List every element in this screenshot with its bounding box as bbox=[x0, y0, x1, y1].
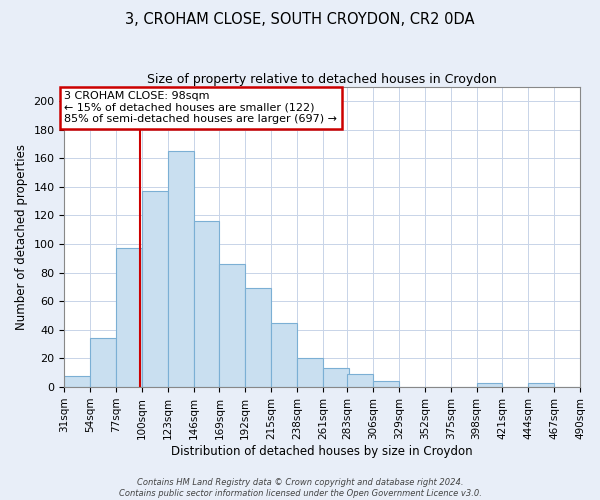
Bar bbox=[373, 382, 399, 387]
Bar bbox=[529, 383, 554, 387]
Bar bbox=[476, 383, 502, 387]
Bar bbox=[168, 151, 194, 387]
Bar bbox=[116, 248, 142, 387]
Bar bbox=[271, 322, 297, 387]
Text: Contains HM Land Registry data © Crown copyright and database right 2024.
Contai: Contains HM Land Registry data © Crown c… bbox=[119, 478, 481, 498]
Bar bbox=[142, 191, 168, 387]
Text: 3, CROHAM CLOSE, SOUTH CROYDON, CR2 0DA: 3, CROHAM CLOSE, SOUTH CROYDON, CR2 0DA bbox=[125, 12, 475, 28]
Bar bbox=[220, 264, 245, 387]
Bar bbox=[297, 358, 323, 387]
Bar bbox=[64, 376, 90, 387]
Bar bbox=[323, 368, 349, 387]
Bar bbox=[194, 221, 220, 387]
Text: 3 CROHAM CLOSE: 98sqm
← 15% of detached houses are smaller (122)
85% of semi-det: 3 CROHAM CLOSE: 98sqm ← 15% of detached … bbox=[64, 91, 337, 124]
Y-axis label: Number of detached properties: Number of detached properties bbox=[15, 144, 28, 330]
Bar bbox=[347, 374, 373, 387]
Bar bbox=[245, 288, 271, 387]
Bar bbox=[90, 338, 116, 387]
X-axis label: Distribution of detached houses by size in Croydon: Distribution of detached houses by size … bbox=[172, 444, 473, 458]
Title: Size of property relative to detached houses in Croydon: Size of property relative to detached ho… bbox=[148, 72, 497, 86]
